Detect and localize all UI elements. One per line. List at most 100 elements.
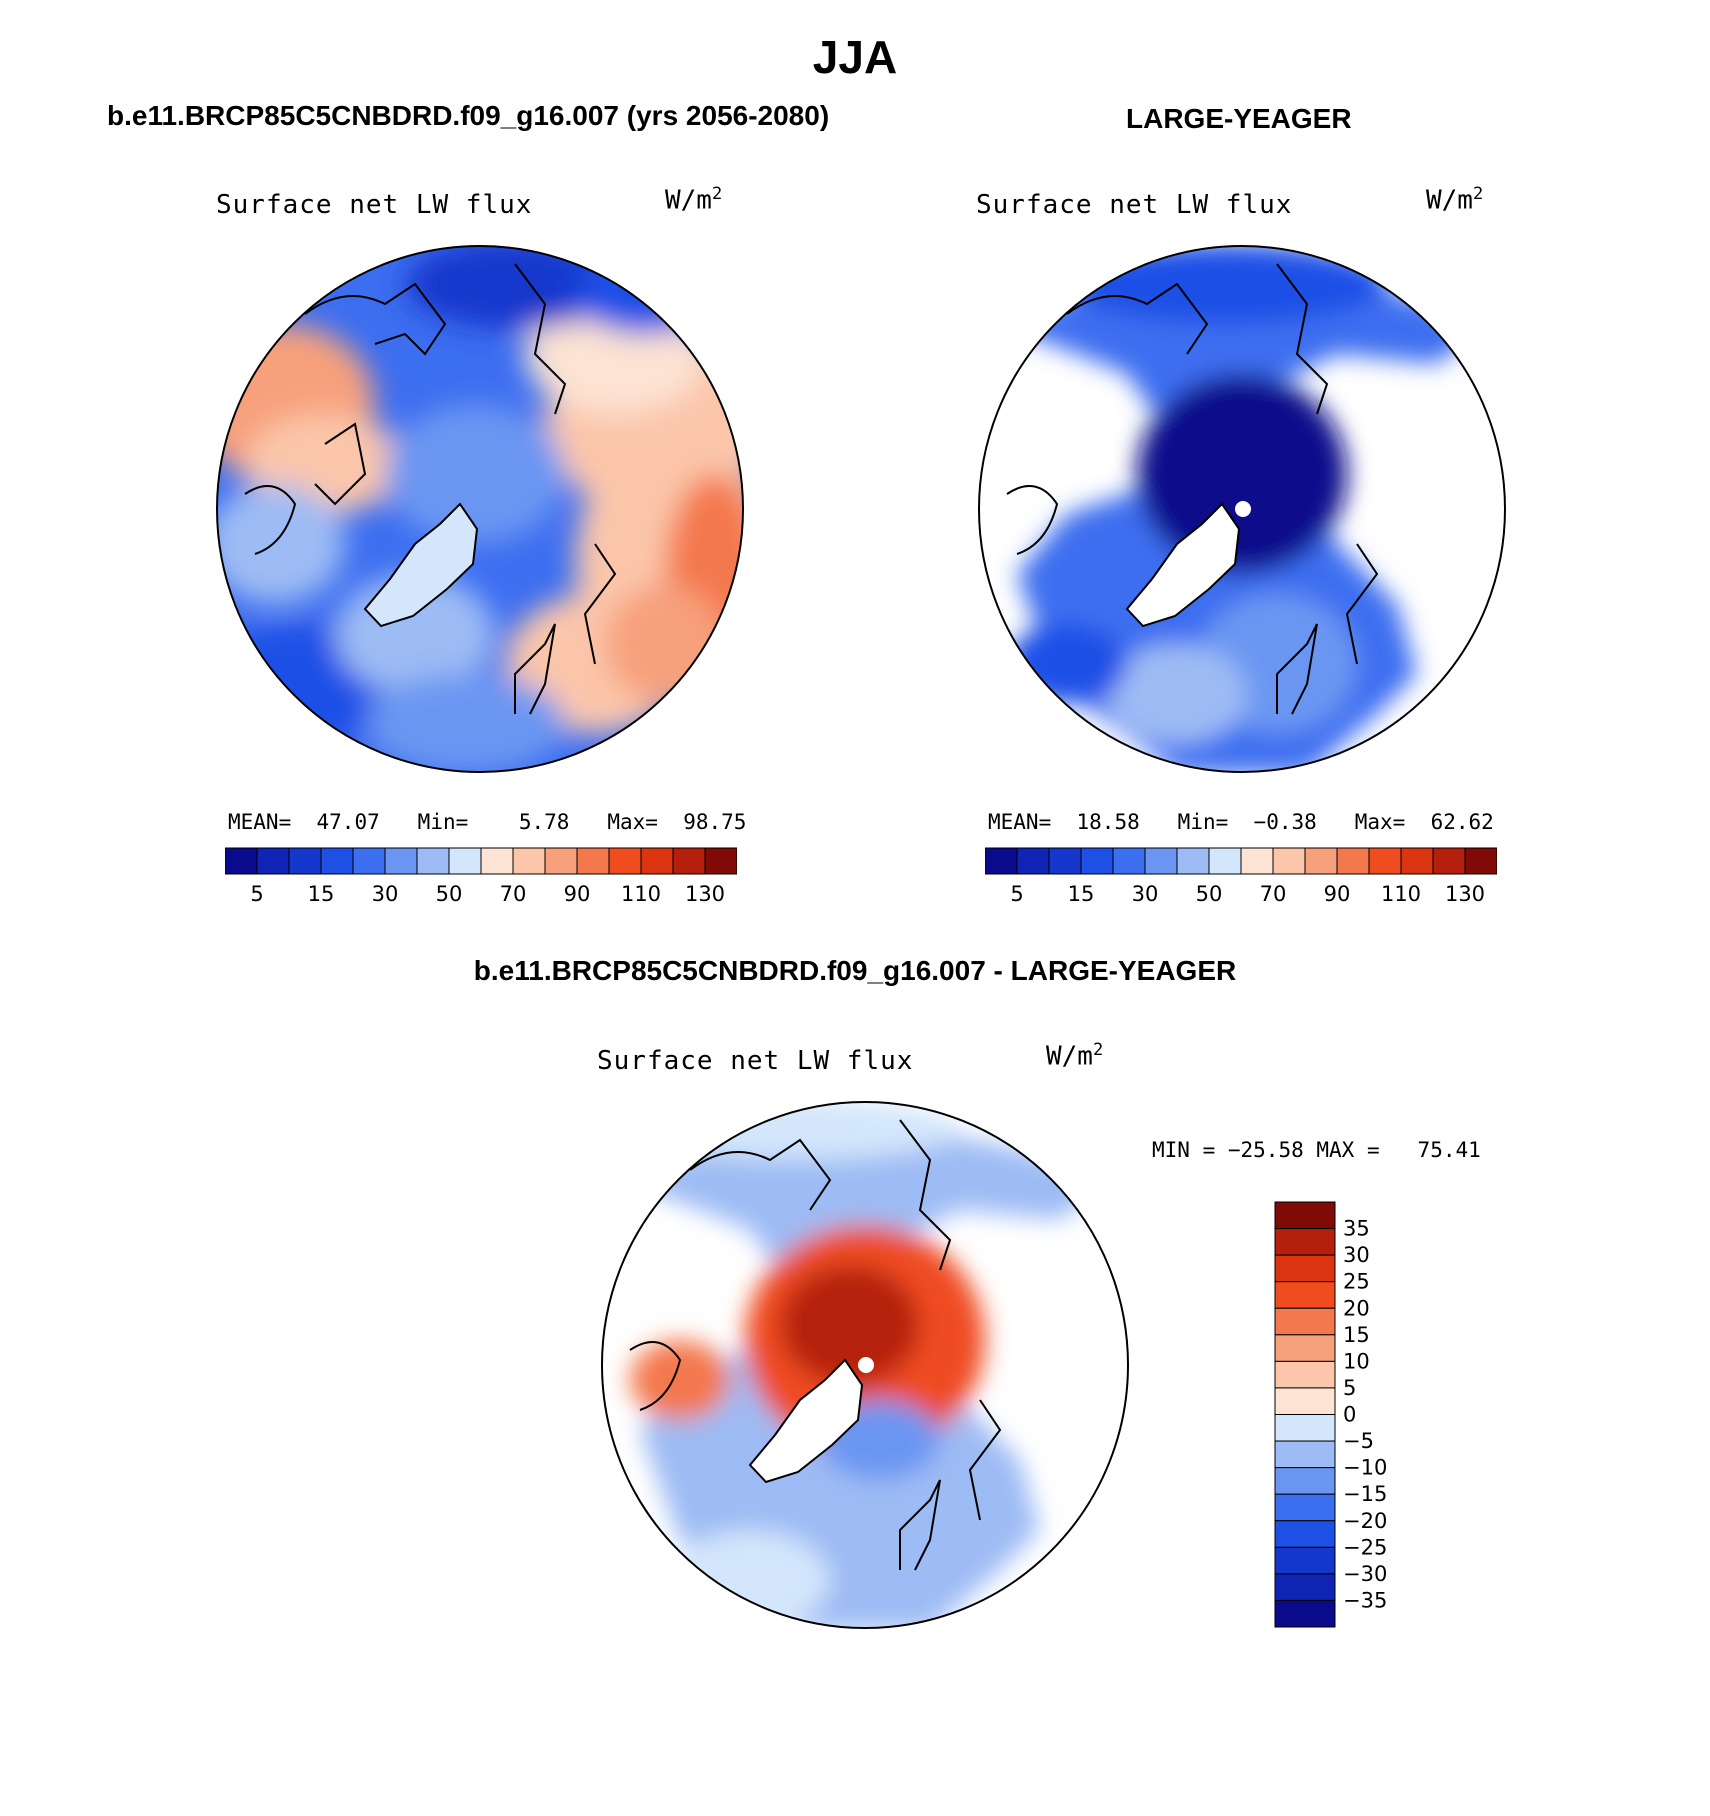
coastline bbox=[514, 623, 556, 715]
coastline bbox=[689, 1138, 832, 1211]
variable-label-left: Surface net LW flux bbox=[216, 190, 533, 220]
coastline bbox=[1276, 623, 1318, 715]
stat-mean-label: MEAN= bbox=[988, 810, 1052, 834]
stat-min: −0.38 bbox=[1253, 810, 1317, 834]
colorbar-swatch bbox=[672, 847, 706, 875]
coastline bbox=[304, 282, 447, 356]
variable-label-bottom: Surface net LW flux bbox=[597, 1046, 914, 1076]
colorbar-tick-label: 30 bbox=[1131, 882, 1159, 906]
colorbar-swatch bbox=[1400, 847, 1434, 875]
colorbar-swatch bbox=[1274, 1387, 1336, 1415]
colorbar-swatch bbox=[1274, 1440, 1336, 1469]
colorbar-swatch bbox=[1176, 847, 1210, 875]
colorbar-swatch bbox=[1048, 847, 1082, 875]
colorbar-swatch bbox=[1274, 1599, 1336, 1628]
stats-right: MEAN= 18.58 Min= −0.38 Max= 62.62 bbox=[988, 810, 1494, 834]
coastline bbox=[314, 422, 367, 506]
stat-min-label: Min= bbox=[417, 810, 469, 834]
stat-max: 75.41 bbox=[1417, 1138, 1481, 1162]
colorbar-swatch bbox=[448, 847, 482, 875]
coastline bbox=[244, 485, 297, 555]
colorbar-tick-label: 35 bbox=[1343, 1217, 1370, 1241]
stat-min-label: Min= bbox=[1177, 810, 1229, 834]
colorbar-tick-label: −15 bbox=[1343, 1482, 1387, 1506]
stat-max-label: Max= bbox=[607, 810, 658, 834]
colorbar-tick-label: −5 bbox=[1343, 1429, 1374, 1453]
colorbar-ticks-right: 5 15 30 50 70 90 110 130 bbox=[985, 882, 1497, 912]
colorbar-right bbox=[985, 847, 1497, 875]
colorbar-swatch bbox=[1274, 1414, 1336, 1442]
colorbar-swatch bbox=[1274, 1228, 1336, 1256]
colorbar-swatch bbox=[1432, 847, 1466, 875]
coastline bbox=[1345, 543, 1379, 665]
colorbar-swatch bbox=[1208, 847, 1242, 875]
colorbar-tick-label: 30 bbox=[1343, 1243, 1370, 1267]
colorbar-swatch bbox=[1274, 1334, 1336, 1362]
colorbar-swatch bbox=[985, 847, 1018, 875]
colorbar-left bbox=[225, 847, 737, 875]
colorbar-swatch bbox=[1274, 1493, 1336, 1522]
colorbar-tick-label: −20 bbox=[1343, 1509, 1387, 1533]
colorbar-tick-label: 10 bbox=[1343, 1349, 1370, 1373]
colorbar-tick-label: 110 bbox=[620, 882, 662, 906]
greenland-outline bbox=[748, 1358, 864, 1484]
stat-max-label: MAX = bbox=[1316, 1138, 1380, 1162]
coastline bbox=[1006, 485, 1059, 555]
pole-marker bbox=[858, 1357, 874, 1373]
variable-label-right: Surface net LW flux bbox=[976, 190, 1293, 220]
polar-map-right bbox=[978, 245, 1506, 773]
colorbar-swatch bbox=[1464, 847, 1497, 875]
colorbar-tick-label: 130 bbox=[1444, 882, 1486, 906]
colorbar-swatch bbox=[1274, 1520, 1336, 1548]
coastline bbox=[629, 1341, 682, 1411]
colorbar-tick-label: −30 bbox=[1343, 1562, 1387, 1586]
greenland-outline bbox=[1125, 502, 1241, 628]
stats-bottom: MIN = −25.58 MAX = 75.41 bbox=[1152, 1138, 1481, 1162]
colorbar-tick-label: −10 bbox=[1343, 1456, 1387, 1480]
panel-title-left: b.e11.BRCP85C5CNBDRD.f09_g16.007 (yrs 20… bbox=[107, 100, 830, 131]
stat-mean-label: MEAN= bbox=[228, 810, 292, 834]
coastline bbox=[514, 263, 567, 415]
colorbar-swatch bbox=[1016, 847, 1050, 875]
stat-mean: 18.58 bbox=[1076, 810, 1140, 834]
coastline bbox=[968, 1399, 1002, 1521]
units-label-bottom: W/m2 bbox=[1046, 1040, 1104, 1072]
colorbar-swatch bbox=[608, 847, 642, 875]
colorbar-tick-label: 5 bbox=[250, 882, 264, 906]
units-label-right: W/m2 bbox=[1426, 184, 1484, 216]
units-label-left: W/m2 bbox=[665, 184, 723, 216]
colorbar-swatch bbox=[1274, 1281, 1336, 1309]
panel-title-right: LARGE-YEAGER bbox=[1126, 103, 1352, 134]
pole-marker bbox=[1235, 501, 1251, 517]
colorbar-tick-label: 25 bbox=[1343, 1270, 1370, 1294]
coastline bbox=[1276, 263, 1329, 415]
colorbar-swatch bbox=[640, 847, 674, 875]
colorbar-swatch bbox=[1272, 847, 1306, 875]
colorbar-tick-label: −35 bbox=[1343, 1588, 1387, 1612]
coastline bbox=[899, 1119, 952, 1271]
colorbar-tick-label: 50 bbox=[435, 882, 463, 906]
colorbar-swatch bbox=[1240, 847, 1274, 875]
colorbar-tick-label: 15 bbox=[307, 882, 335, 906]
greenland-outline bbox=[363, 502, 479, 628]
colorbar-tick-label: 5 bbox=[1010, 882, 1024, 906]
colorbar-tick-label: 70 bbox=[1259, 882, 1287, 906]
stats-left: MEAN= 47.07 Min= 5.78 Max= 98.75 bbox=[228, 810, 746, 834]
stat-max-label: Max= bbox=[1354, 810, 1406, 834]
colorbar-tick-label: −25 bbox=[1343, 1535, 1387, 1559]
colorbar-swatch bbox=[320, 847, 354, 875]
colorbar-ticks-left: 5 15 30 50 70 90 110 130 bbox=[225, 882, 737, 912]
colorbar-swatch bbox=[1274, 1546, 1336, 1575]
colorbar-swatch bbox=[416, 847, 450, 875]
colorbar-tick-label: 30 bbox=[371, 882, 399, 906]
colorbar-swatch bbox=[1336, 847, 1370, 875]
colorbar-tick-label: 90 bbox=[1323, 882, 1351, 906]
colorbar-swatch bbox=[480, 847, 514, 875]
colorbar-swatch bbox=[544, 847, 578, 875]
colorbar-tick-label: 5 bbox=[1343, 1376, 1356, 1400]
colorbar-swatch bbox=[1274, 1573, 1336, 1601]
colorbar-tick-label: 70 bbox=[499, 882, 527, 906]
colorbar-swatch bbox=[576, 847, 610, 875]
colorbar-swatch bbox=[384, 847, 418, 875]
